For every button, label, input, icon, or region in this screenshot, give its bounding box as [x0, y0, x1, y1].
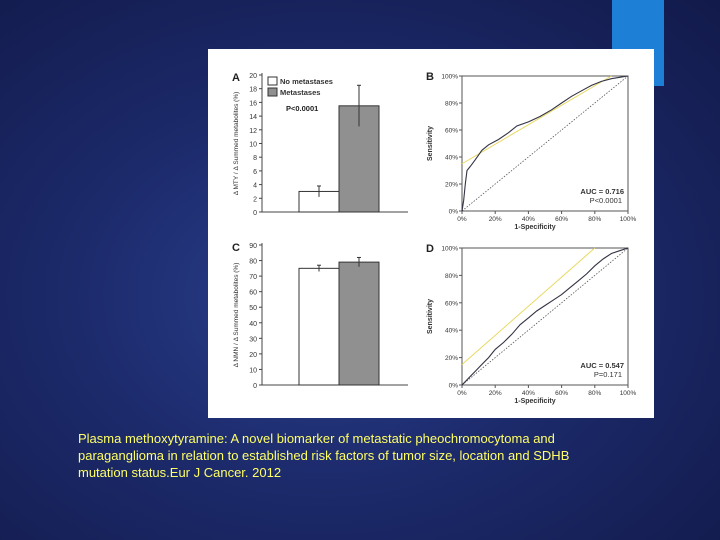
tangent-line-b [461, 75, 612, 165]
y-axis-label-b: Sensitivity [427, 126, 434, 161]
y-tick-label-c-7: 70 [249, 274, 257, 281]
roc-curve-b [461, 75, 629, 212]
x-tick-label-d-5: 100% [620, 390, 637, 397]
figure-caption: Plasma methoxytyramine: A novel biomarke… [78, 430, 638, 481]
panel-letter-d: D [426, 243, 434, 255]
y-tick-label-a-9: 18 [249, 87, 257, 94]
y-tick-label-c-8: 80 [249, 259, 257, 266]
x-tick-label-b-1: 20% [489, 216, 502, 223]
p-value-label-d: P=0.171 [594, 370, 622, 379]
bar-c-1 [338, 261, 380, 386]
bar-c-0 [298, 267, 340, 386]
figure-panel: A 0 2 4 6 8 10 12 14 16 18 20 Δ MTY / Δ Summed metab… [208, 49, 654, 418]
legend-swatch-a-0 [267, 76, 278, 86]
x-tick-label-d-3: 60% [555, 390, 568, 397]
legend-label-a-1: Metastases [280, 88, 320, 97]
y-tick-label-a-5: 10 [249, 142, 257, 149]
y-tick-label-b-1: 20% [445, 182, 458, 189]
legend-label-a-0: No metastases [280, 77, 333, 86]
y-tick-label-a-4: 8 [253, 155, 257, 162]
plot-frame-b [461, 75, 629, 212]
x-tick-label-d-1: 20% [489, 390, 502, 397]
y-axis-label-c: Δ NMN / Δ Summed metabolites (%) [233, 263, 240, 368]
y-tick-label-c-9: 90 [249, 243, 257, 250]
y-tick-label-c-5: 50 [249, 305, 257, 312]
y-tick-label-d-5: 100% [441, 246, 458, 253]
figure-svg: A 0 2 4 6 8 10 12 14 16 18 20 Δ MTY / Δ Summed metab… [232, 71, 637, 405]
y-tick-label-a-2: 4 [253, 183, 257, 190]
y-tick-label-c-0: 0 [253, 383, 257, 390]
bar-a-1 [338, 105, 380, 213]
panel-letter-c: C [232, 242, 240, 254]
y-tick-label-b-2: 40% [445, 155, 458, 162]
x-tick-label-b-4: 80% [588, 216, 601, 223]
y-tick-label-b-3: 60% [445, 128, 458, 135]
roc-curve-d [461, 247, 629, 386]
x-tick-label-d-0: 0% [457, 390, 467, 397]
panel-letter-b: B [426, 71, 434, 83]
y-tick-label-a-8: 16 [249, 100, 257, 107]
y-axis-label-a: Δ MTY / Δ Summed metabolites (%) [233, 92, 240, 196]
y-tick-label-c-2: 20 [249, 352, 257, 359]
y-tick-label-d-1: 20% [445, 355, 458, 362]
x-tick-label-b-2: 40% [522, 216, 535, 223]
y-tick-label-b-4: 80% [445, 101, 458, 108]
reference-line-b [461, 75, 629, 212]
auc-label-d: AUC = 0.547 [580, 361, 624, 370]
y-tick-label-b-0: 0% [449, 209, 459, 216]
y-tick-label-b-5: 100% [441, 74, 458, 81]
caption-line-1: Plasma methoxytyramine: A novel biomarke… [78, 431, 555, 446]
y-tick-label-a-6: 12 [249, 128, 257, 135]
auc-label-b: AUC = 0.716 [580, 187, 624, 196]
y-tick-label-a-7: 14 [249, 114, 257, 121]
tangent-line-d [461, 247, 596, 365]
y-tick-label-a-3: 6 [253, 169, 257, 176]
caption-line-2: paraganglioma in relation to established… [78, 448, 570, 463]
legend-swatch-a-1 [267, 87, 278, 97]
x-tick-label-b-3: 60% [555, 216, 568, 223]
x-tick-label-d-2: 40% [522, 390, 535, 397]
y-tick-label-c-4: 40 [249, 321, 257, 328]
p-value-label-a: P<0.0001 [286, 104, 318, 113]
y-tick-label-a-10: 20 [249, 73, 257, 80]
p-value-label-b: P<0.0001 [590, 196, 622, 205]
x-axis-label-d: 1-Specificity [514, 398, 555, 405]
x-tick-label-d-4: 80% [588, 390, 601, 397]
x-axis-label-b: 1-Specificity [514, 224, 555, 231]
y-tick-label-c-6: 60 [249, 290, 257, 297]
x-tick-label-b-5: 100% [620, 216, 637, 223]
y-tick-label-d-3: 60% [445, 300, 458, 307]
y-tick-label-c-1: 10 [249, 367, 257, 374]
panel-letter-a: A [232, 72, 240, 84]
y-tick-label-a-0: 0 [253, 210, 257, 217]
x-tick-label-b-0: 0% [457, 216, 467, 223]
y-tick-label-d-4: 80% [445, 273, 458, 280]
y-tick-label-d-2: 40% [445, 328, 458, 335]
caption-line-3: mutation status.Eur J Cancer. 2012 [78, 465, 282, 480]
plot-frame-d [461, 247, 629, 386]
y-tick-label-c-3: 30 [249, 336, 257, 343]
y-axis-label-d: Sensitivity [427, 299, 434, 334]
y-tick-label-d-0: 0% [449, 383, 459, 390]
y-tick-label-a-1: 2 [253, 196, 257, 203]
